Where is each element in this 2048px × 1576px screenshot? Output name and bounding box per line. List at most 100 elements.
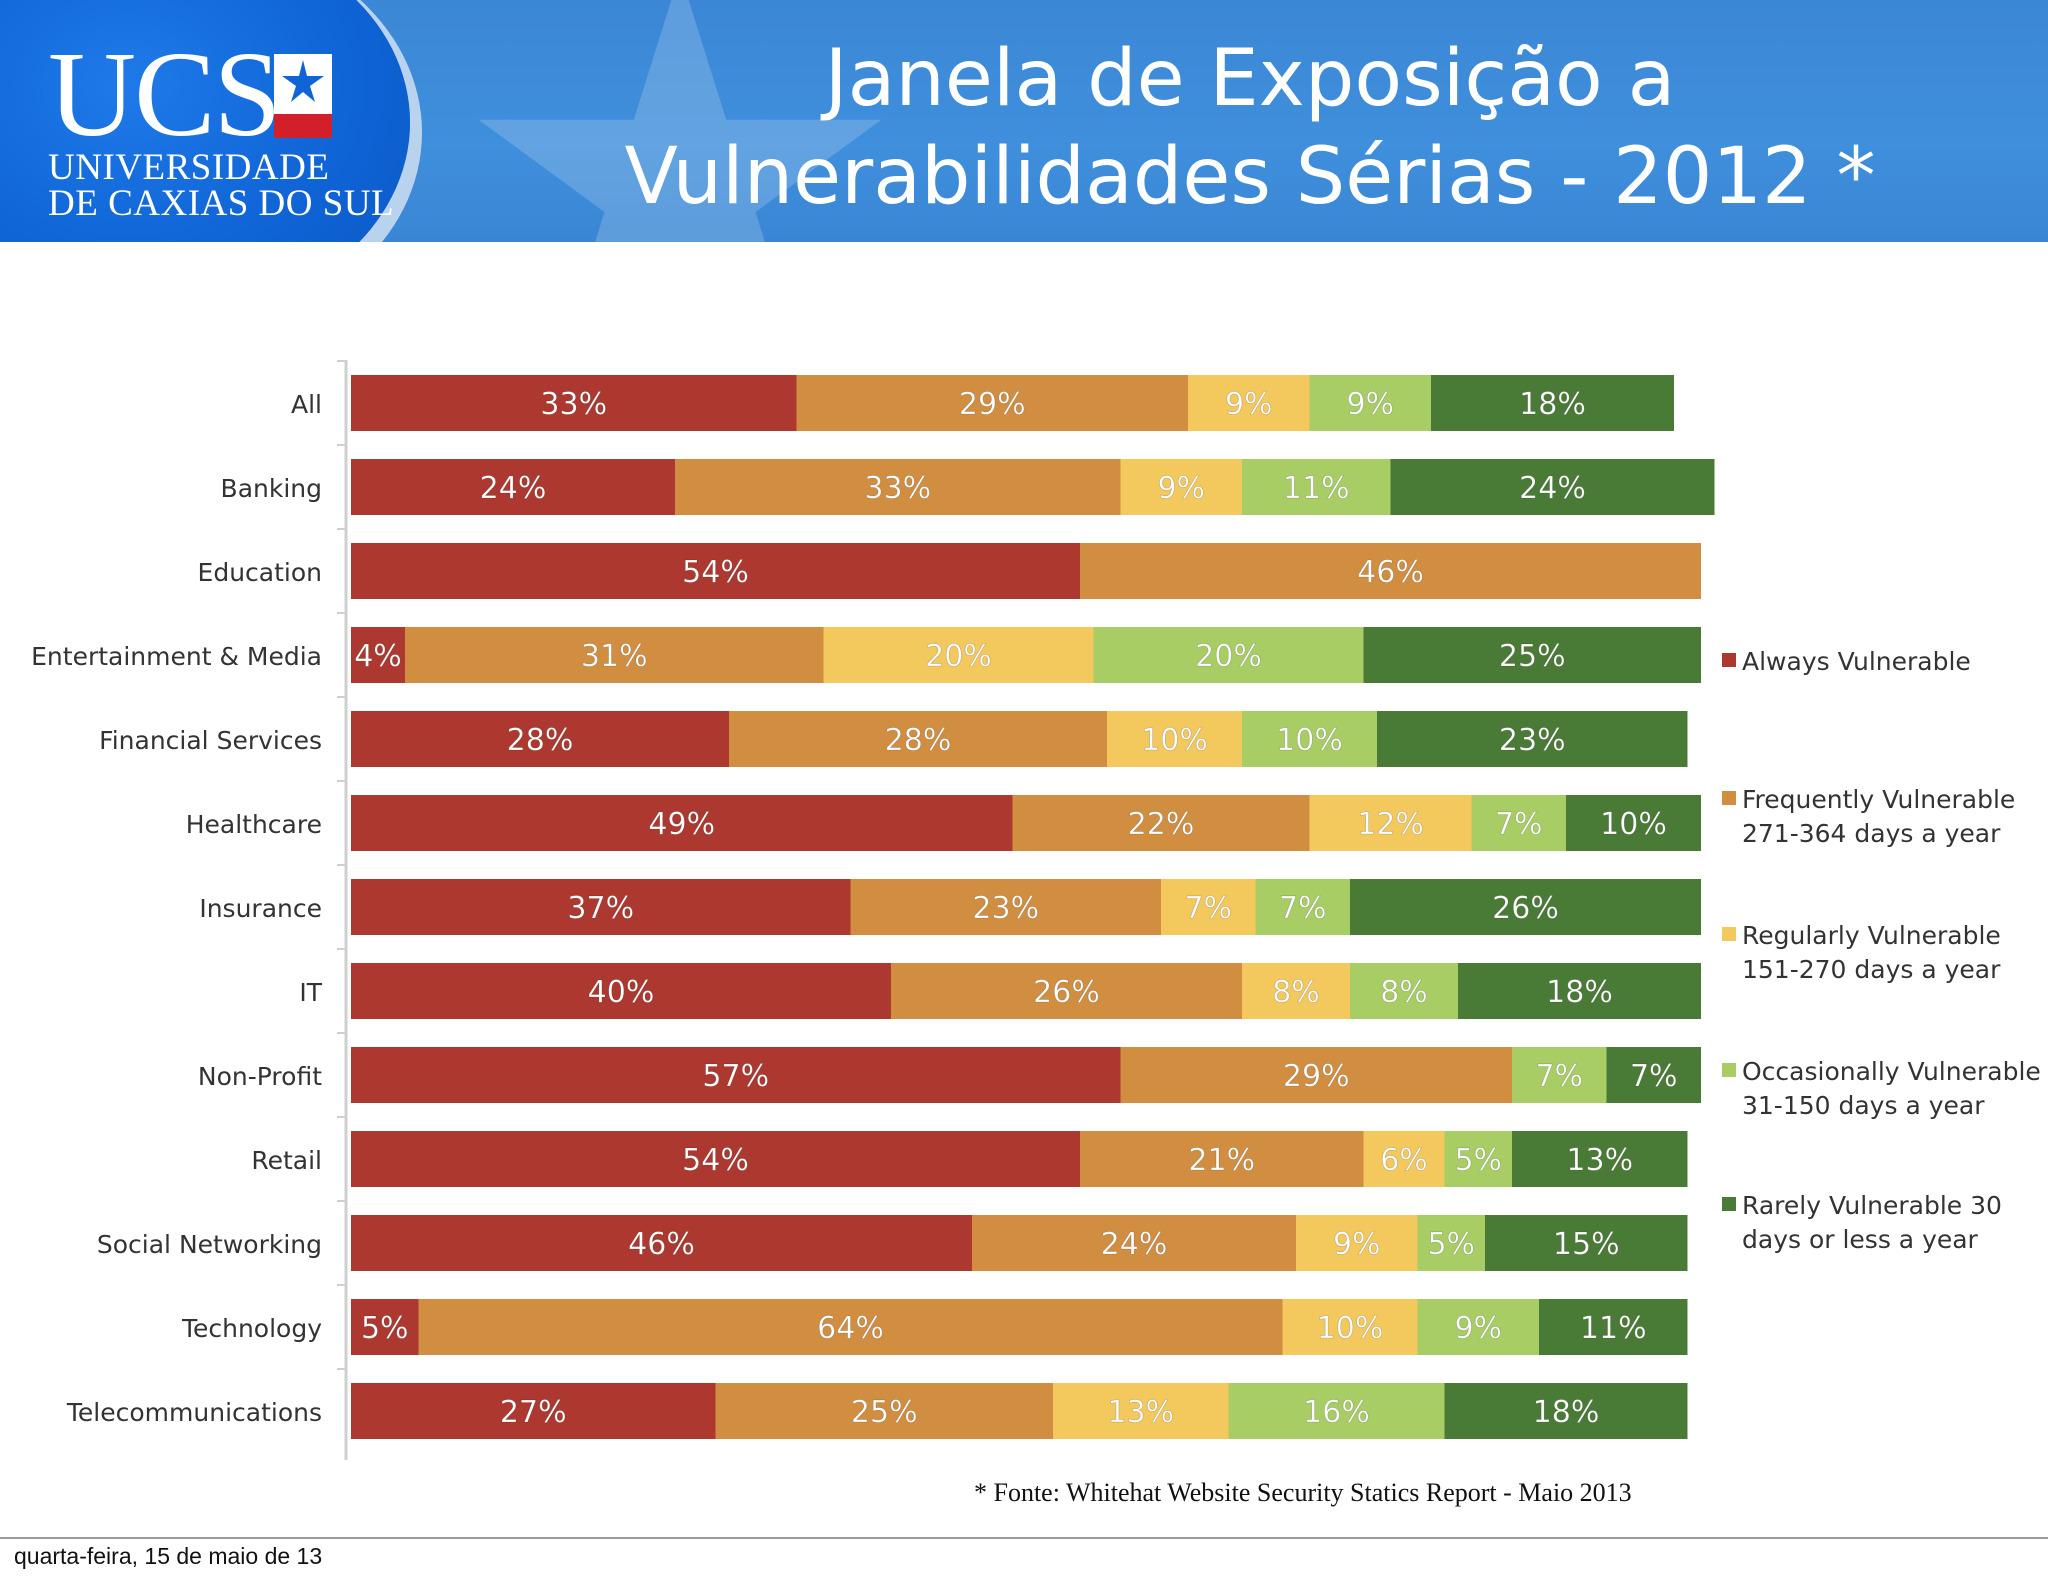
- bar-segment: [351, 1383, 716, 1439]
- bar-segment: [351, 963, 891, 1019]
- legend-label: days or less a year: [1742, 1225, 1979, 1254]
- bar-segment: [351, 1215, 972, 1271]
- bar-segment: [351, 1047, 1121, 1103]
- bar-segment: [675, 459, 1121, 515]
- bar-segment: [1053, 1383, 1229, 1439]
- logo-line-1: UNIVERSIDADE: [48, 147, 330, 188]
- data-label: 54%: [682, 1143, 749, 1178]
- legend-label: 271-364 days a year: [1742, 819, 2001, 848]
- legend-label: Rarely Vulnerable 30: [1742, 1191, 2002, 1220]
- data-label: 7%: [1495, 807, 1543, 842]
- slide-title: Janela de Exposição a Vulnerabilidades S…: [560, 30, 1940, 226]
- category-label: Non-Profit: [198, 1062, 322, 1091]
- data-label: 10%: [1600, 807, 1667, 842]
- data-label: 9%: [1225, 387, 1273, 422]
- legend-label: Occasionally Vulnerable: [1742, 1057, 2041, 1086]
- data-label: 7%: [1535, 1059, 1583, 1094]
- legend-swatch: [1722, 791, 1736, 805]
- data-label: 46%: [1357, 555, 1424, 590]
- bar-segment: [1417, 1215, 1485, 1271]
- bar-segment: [1080, 1131, 1364, 1187]
- bar-segment: [1242, 459, 1391, 515]
- data-label: 7%: [1279, 891, 1327, 926]
- data-label: 29%: [959, 387, 1026, 422]
- data-label: 13%: [1107, 1395, 1174, 1430]
- bar-segment: [351, 711, 729, 767]
- bar-segment: [1350, 963, 1458, 1019]
- category-label: Entertainment & Media: [31, 642, 322, 671]
- category-label: Financial Services: [99, 726, 322, 755]
- bar-segment: [1228, 1383, 1445, 1439]
- logo-star-flag-icon: [274, 54, 332, 138]
- legend-label: Regularly Vulnerable: [1742, 921, 2001, 950]
- data-label: 27%: [500, 1395, 567, 1430]
- legend-swatch: [1722, 1197, 1736, 1211]
- bar-segment: [1309, 375, 1431, 431]
- data-label: 9%: [1454, 1311, 1502, 1346]
- bar-segment: [972, 1215, 1296, 1271]
- data-label: 18%: [1533, 1395, 1600, 1430]
- legend-swatch: [1722, 1063, 1736, 1077]
- data-label: 15%: [1553, 1227, 1620, 1262]
- bar-segment: [1606, 1047, 1701, 1103]
- bar-segment: [823, 627, 1094, 683]
- bar-segment: [1093, 627, 1364, 683]
- data-label: 57%: [702, 1059, 769, 1094]
- data-label: 54%: [682, 555, 749, 590]
- data-label: 24%: [1101, 1227, 1168, 1262]
- bar-segment: [1485, 1215, 1688, 1271]
- legend-swatch: [1722, 653, 1736, 667]
- data-label: 11%: [1580, 1311, 1647, 1346]
- data-label: 26%: [1492, 891, 1559, 926]
- data-label: 13%: [1566, 1143, 1633, 1178]
- data-label: 7%: [1184, 891, 1232, 926]
- data-label: 9%: [1157, 471, 1205, 506]
- bar-segment: [1444, 1383, 1688, 1439]
- bar-segment: [1120, 1047, 1512, 1103]
- data-label: 9%: [1333, 1227, 1381, 1262]
- bar-segment: [351, 627, 405, 683]
- category-label: Banking: [221, 474, 322, 503]
- bar-segment: [1512, 1047, 1607, 1103]
- data-label: 5%: [1454, 1143, 1502, 1178]
- bar-segment: [418, 1299, 1283, 1355]
- bar-segment: [1566, 795, 1701, 851]
- stacked-bar-chart: All 33% 29% 9% 9% 18% Banking 24% 33% 9% 11% 24% Edu…: [31, 360, 2041, 1460]
- data-label: 24%: [480, 471, 547, 506]
- category-label: Telecommunications: [66, 1398, 322, 1427]
- data-label: 20%: [1195, 639, 1262, 674]
- data-label: 31%: [581, 639, 648, 674]
- bar-segment: [351, 795, 1013, 851]
- bar-segment: [729, 711, 1107, 767]
- category-label: Education: [198, 558, 322, 587]
- footer-date: quarta-feira, 15 de maio de 13: [14, 1543, 323, 1569]
- data-label: 25%: [1499, 639, 1566, 674]
- category-label: Technology: [181, 1314, 322, 1343]
- bar-segment: [351, 879, 851, 935]
- category-label: All: [291, 390, 322, 419]
- data-label: 28%: [885, 723, 952, 758]
- bar-segment: [1120, 459, 1242, 515]
- bar-segment: [1242, 963, 1350, 1019]
- category-label: Social Networking: [97, 1230, 322, 1259]
- legend-label: 151-270 days a year: [1742, 955, 2001, 984]
- data-label: 10%: [1276, 723, 1343, 758]
- data-label: 16%: [1303, 1395, 1370, 1430]
- bar-segment: [351, 459, 675, 515]
- slide-title-line-2: Vulnerabilidades Sérias - 2012 *: [624, 132, 1876, 222]
- bar-segment: [1458, 963, 1701, 1019]
- data-label: 20%: [925, 639, 992, 674]
- legend-swatch: [1722, 927, 1736, 941]
- bar-segment: [1363, 1131, 1445, 1187]
- bar-segment: [1390, 459, 1715, 515]
- bar-segment: [850, 879, 1161, 935]
- data-label: 8%: [1272, 975, 1320, 1010]
- data-label: 25%: [851, 1395, 918, 1430]
- bar-segment: [1444, 1131, 1512, 1187]
- legend-label: Frequently Vulnerable: [1742, 785, 2015, 814]
- data-label: 6%: [1380, 1143, 1428, 1178]
- legend-label: Always Vulnerable: [1742, 647, 1971, 676]
- logo-line-2: DE CAXIAS DO SUL: [48, 183, 395, 224]
- bar-segment: [1255, 879, 1350, 935]
- bar-segment: [1080, 543, 1701, 599]
